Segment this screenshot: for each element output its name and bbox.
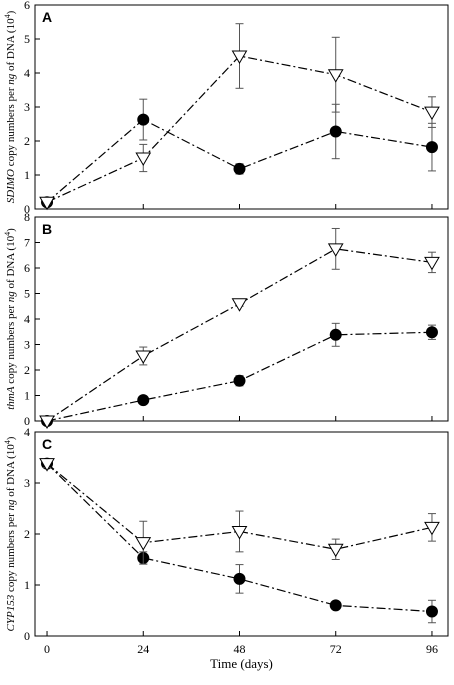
plot-frame xyxy=(34,4,449,210)
data-point xyxy=(425,141,438,154)
data-point xyxy=(233,374,246,387)
y-axis-label-part: of DNA (10 xyxy=(5,444,17,500)
x-tick-label: 48 xyxy=(233,642,245,656)
data-point xyxy=(137,394,150,407)
y-tick-label: 5 xyxy=(24,32,30,46)
data-point xyxy=(231,50,248,64)
y-tick-label: 6 xyxy=(24,261,30,275)
y-tick-label: 2 xyxy=(24,134,30,148)
data-point xyxy=(135,350,152,364)
data-point xyxy=(231,298,248,312)
y-tick-label: 3 xyxy=(24,476,30,490)
y-axis-label-part: thmA xyxy=(5,386,17,410)
data-point xyxy=(39,458,55,472)
series-line xyxy=(46,331,432,422)
y-axis-label-part: of DNA (10 xyxy=(5,18,17,74)
data-point xyxy=(135,537,152,551)
y-axis-label-part: ) xyxy=(5,10,17,14)
y-tick-label: 5 xyxy=(24,287,30,301)
data-point xyxy=(424,521,440,536)
panel-label: C xyxy=(42,436,52,452)
y-tick-label: 1 xyxy=(24,389,30,403)
y-axis-label-part: ng xyxy=(5,291,17,303)
data-point xyxy=(327,69,344,83)
plot-frame xyxy=(34,216,449,422)
y-axis-label-part: copy numbers per xyxy=(5,510,17,594)
data-point xyxy=(233,572,246,585)
data-point xyxy=(329,328,342,341)
x-tick-label: 96 xyxy=(426,642,438,656)
data-point xyxy=(424,256,440,271)
y-axis-label-part: copy numbers per xyxy=(5,85,17,169)
y-axis-label-part: ) xyxy=(5,436,17,440)
y-axis-label-part: ng xyxy=(5,499,17,511)
x-tick-label: 24 xyxy=(137,642,149,656)
x-tick-label: 0 xyxy=(44,642,50,656)
y-tick-label: 4 xyxy=(24,66,30,80)
y-tick-label: 6 xyxy=(24,0,30,12)
y-tick-label: 4 xyxy=(24,425,30,439)
y-tick-label: 8 xyxy=(24,210,30,224)
x-axis-label: Time (days) xyxy=(210,656,273,671)
series-line xyxy=(46,118,433,203)
y-axis-label-part: ) xyxy=(5,228,17,232)
y-tick-label: 3 xyxy=(24,100,30,114)
y-tick-label: 2 xyxy=(24,527,30,541)
data-point xyxy=(424,106,440,121)
data-point xyxy=(39,196,55,211)
y-tick-label: 7 xyxy=(24,236,30,250)
y-axis-label-part: CYP153 xyxy=(5,594,17,631)
y-tick-label: 0 xyxy=(24,414,30,428)
data-point xyxy=(39,415,55,429)
y-axis-label-part: 4 xyxy=(3,440,12,444)
data-point xyxy=(233,162,246,175)
y-axis-label-part: SDIMO xyxy=(5,169,17,203)
data-point xyxy=(329,125,342,138)
x-tick-label: 72 xyxy=(330,642,342,656)
y-tick-label: 0 xyxy=(24,202,30,216)
y-tick-label: 1 xyxy=(24,168,30,182)
y-axis-label-part: copy numbers per xyxy=(5,302,17,386)
data-point xyxy=(425,605,438,618)
y-axis-label-part: 4 xyxy=(3,14,12,18)
data-point xyxy=(327,543,344,558)
y-axis-label-part: ng xyxy=(5,73,17,85)
y-axis-label: SDIMO copy numbers per ng of DNA (104) xyxy=(3,10,17,203)
y-axis-label: thmA copy numbers per ng of DNA (104) xyxy=(3,228,17,410)
y-tick-label: 2 xyxy=(24,363,30,377)
data-point xyxy=(425,326,438,339)
panel-label: B xyxy=(42,221,52,237)
series-line xyxy=(46,248,433,422)
y-tick-label: 3 xyxy=(24,338,30,352)
data-point xyxy=(135,152,152,166)
data-point xyxy=(231,525,248,540)
y-axis-label-part: of DNA (10 xyxy=(5,235,17,291)
y-axis-label: CYP153 copy numbers per ng of DNA (104) xyxy=(3,436,17,631)
data-point xyxy=(329,599,342,612)
data-point xyxy=(327,243,344,257)
y-tick-label: 0 xyxy=(24,629,30,643)
data-point xyxy=(137,113,150,126)
panel-label: A xyxy=(42,9,52,25)
y-axis-label-part: 4 xyxy=(3,232,12,236)
y-tick-label: 4 xyxy=(24,312,30,326)
y-tick-label: 1 xyxy=(24,578,30,592)
